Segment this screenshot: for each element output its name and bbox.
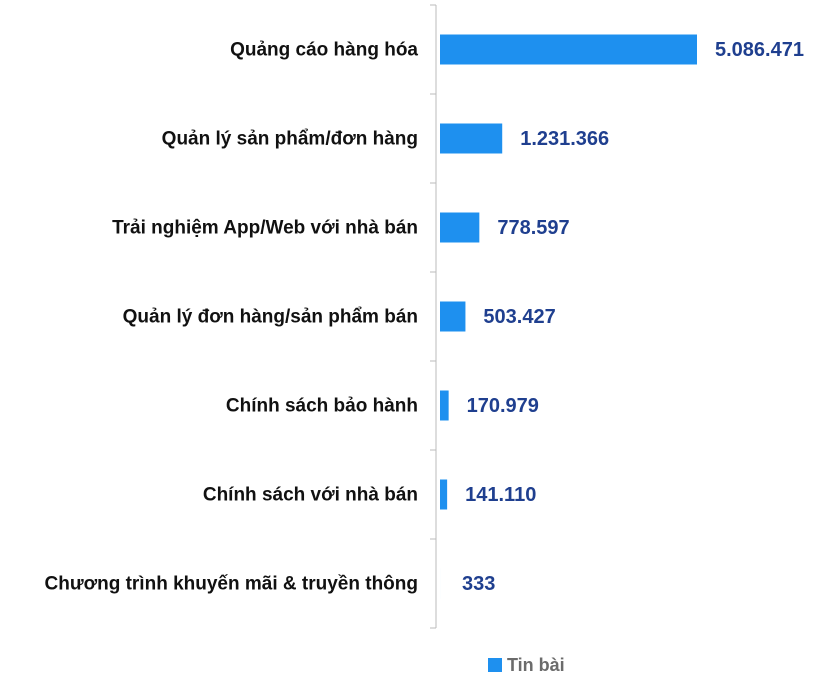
bar [440,390,449,421]
bar [440,301,466,332]
bar [440,479,448,510]
value-label: 5.086.471 [715,39,804,61]
category-text: Trải nghiệm App/Web với nhà bán [112,217,418,238]
legend-swatch [488,658,502,672]
value-label: 333 [462,573,495,595]
category-text: Chính sách với nhà bán [202,484,418,505]
category-label: Chính sách bảo hành [0,393,418,418]
value-label: 1.231.366 [520,128,609,150]
category-label: Trải nghiệm App/Web với nhà bán [0,215,418,240]
category-label: Chính sách với nhà bán [0,482,418,507]
category-text: Chương trình khuyến mãi & truyền thông [44,573,419,594]
legend-label: Tin bài [507,655,565,675]
value-label: 170.979 [467,395,539,417]
category-label: Quản lý đơn hàng/sản phẩm bán [0,304,418,329]
category-label: Chương trình khuyến mãi & truyền thông [0,571,419,596]
value-label: 141.110 [465,484,536,506]
value-label: 503.427 [483,306,555,328]
category-text: Quản lý đơn hàng/sản phẩm bán [122,306,418,327]
value-label: 778.597 [497,217,569,239]
bar [440,212,480,243]
category-label: Quảng cáo hàng hóa [0,37,418,62]
bar [440,123,503,154]
category-text: Chính sách bảo hành [225,395,418,416]
category-label: Quản lý sản phẩm/đơn hàng [0,126,418,151]
category-text: Quản lý sản phẩm/đơn hàng [161,128,418,149]
category-text: Quảng cáo hàng hóa [230,39,418,60]
bar [440,34,697,65]
